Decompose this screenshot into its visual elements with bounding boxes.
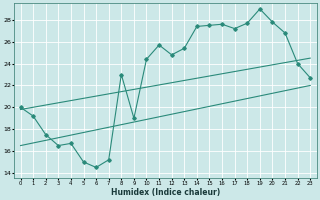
- X-axis label: Humidex (Indice chaleur): Humidex (Indice chaleur): [111, 188, 220, 197]
